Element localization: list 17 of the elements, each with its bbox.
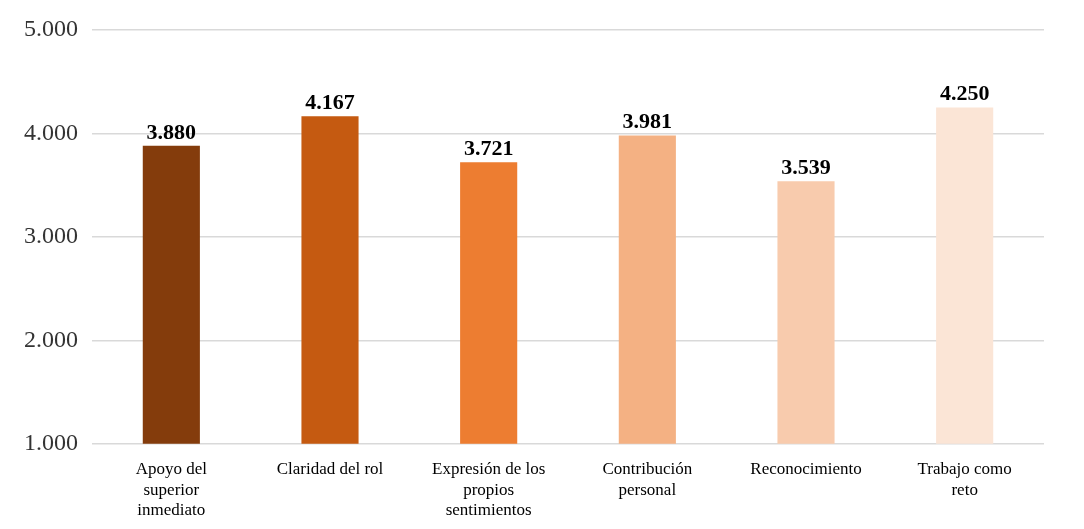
data-label: 4.250 — [939, 80, 990, 106]
data-label: 4.167 — [305, 88, 355, 114]
y-tick-label: 4.000 — [24, 118, 78, 145]
data-label: 3.539 — [781, 153, 831, 179]
y-tick-label: 1.000 — [24, 429, 78, 456]
x-tick-label: Reconocimiento — [750, 459, 862, 479]
y-tick-label: 5.000 — [24, 15, 78, 42]
x-tick-label: Claridad del rol — [276, 459, 384, 479]
data-label: 3.981 — [622, 108, 673, 134]
data-label: 3.880 — [146, 118, 197, 144]
x-tick-label: Trabajo como reto — [917, 459, 1012, 499]
x-tick-label: Apoyo del superior inmediato — [135, 459, 208, 520]
x-tick-label: Expresión de los propios sentimientos — [432, 459, 546, 520]
y-tick-label: 2.000 — [24, 325, 78, 352]
y-tick-label: 3.000 — [24, 222, 78, 249]
data-label: 3.721 — [463, 135, 514, 160]
x-tick-label: Contribución personal — [602, 459, 693, 499]
